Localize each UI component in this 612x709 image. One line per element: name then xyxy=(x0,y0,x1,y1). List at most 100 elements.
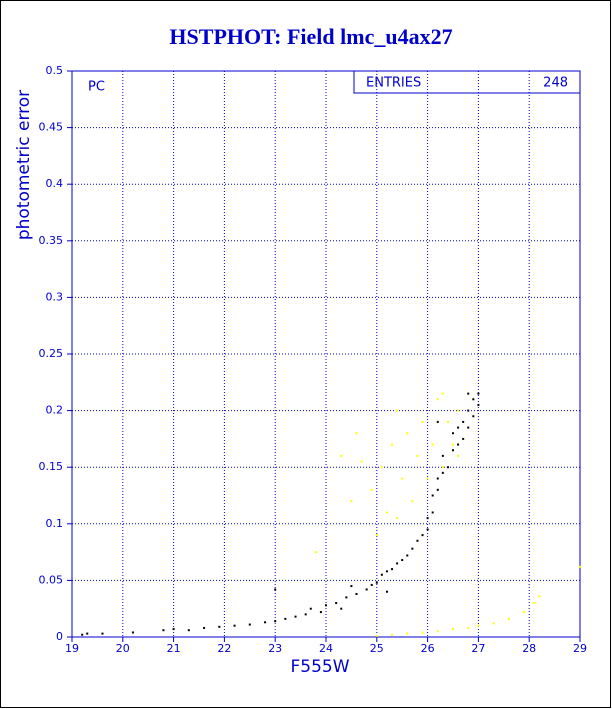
point xyxy=(462,437,465,440)
point xyxy=(441,466,444,469)
x-tick-label: 23 xyxy=(268,642,282,655)
point xyxy=(370,583,373,586)
point xyxy=(477,624,480,627)
point xyxy=(467,426,470,429)
point xyxy=(365,588,368,591)
point xyxy=(421,420,424,423)
x-tick-label: 24 xyxy=(319,642,333,655)
point xyxy=(462,420,465,423)
point xyxy=(431,494,434,497)
point xyxy=(467,626,470,629)
point xyxy=(457,443,460,446)
point xyxy=(406,554,409,557)
x-tick-label: 19 xyxy=(65,642,79,655)
point xyxy=(355,432,358,435)
point xyxy=(452,628,454,631)
point xyxy=(391,443,394,446)
point xyxy=(233,624,236,627)
point xyxy=(467,392,470,395)
point xyxy=(467,409,470,412)
y-tick-label: 0 xyxy=(56,630,63,643)
point xyxy=(304,613,307,616)
point xyxy=(436,398,439,401)
point xyxy=(385,511,388,514)
point xyxy=(452,432,454,435)
y-tick-label: 0.2 xyxy=(46,404,64,417)
point xyxy=(274,588,277,591)
x-axis-label: F555W xyxy=(290,657,349,677)
point xyxy=(477,403,480,406)
point xyxy=(391,633,394,636)
point xyxy=(452,443,454,446)
point xyxy=(436,630,439,633)
y-tick-label: 0.15 xyxy=(39,460,64,473)
point xyxy=(421,534,424,537)
point xyxy=(401,477,404,480)
point xyxy=(131,631,134,634)
y-tick-label: 0.25 xyxy=(39,347,64,360)
point xyxy=(446,466,449,469)
legend-value: 248 xyxy=(543,76,568,91)
point xyxy=(319,611,322,614)
point xyxy=(187,629,190,632)
x-tick-label: 22 xyxy=(217,642,231,655)
point xyxy=(375,534,378,537)
point xyxy=(162,629,165,632)
point xyxy=(406,432,409,435)
point xyxy=(375,581,378,584)
point xyxy=(396,517,399,520)
point xyxy=(436,488,439,491)
point xyxy=(264,621,267,624)
point xyxy=(446,420,449,423)
x-tick-label: 27 xyxy=(471,642,485,655)
legend-label: ENTRIES xyxy=(366,76,421,91)
y-tick-label: 0.1 xyxy=(46,517,64,530)
x-tick-label: 29 xyxy=(573,642,587,655)
point xyxy=(274,620,277,623)
y-tick-label: 0.05 xyxy=(39,573,64,586)
point xyxy=(426,528,429,531)
point xyxy=(380,466,383,469)
x-tick-label: 25 xyxy=(370,642,384,655)
point xyxy=(492,622,495,625)
point xyxy=(350,500,353,503)
y-axis-label: photometric error xyxy=(14,90,34,240)
point xyxy=(248,623,251,626)
point xyxy=(411,500,414,503)
point xyxy=(391,568,394,571)
point xyxy=(533,602,536,605)
point xyxy=(441,454,444,457)
point xyxy=(385,590,388,593)
chart-title: HSTPHOT: Field lmc_u4ax27 xyxy=(169,24,452,49)
point xyxy=(426,477,429,480)
point xyxy=(284,617,287,620)
y-tick-label: 0.35 xyxy=(39,234,64,247)
point xyxy=(360,460,363,463)
point xyxy=(416,454,419,457)
point xyxy=(345,596,348,599)
point xyxy=(218,625,221,628)
point xyxy=(340,454,343,457)
point xyxy=(436,477,439,480)
point xyxy=(396,562,399,565)
point xyxy=(579,565,581,568)
point xyxy=(538,595,541,598)
plot-frame xyxy=(71,70,581,638)
point xyxy=(441,392,444,395)
point xyxy=(472,415,475,418)
point xyxy=(477,392,480,395)
point xyxy=(380,573,383,576)
point xyxy=(457,409,460,412)
x-tick-label: 26 xyxy=(421,642,435,655)
point xyxy=(411,547,414,550)
point xyxy=(431,443,434,446)
x-tick-label: 21 xyxy=(167,642,181,655)
point xyxy=(457,454,460,457)
point xyxy=(472,398,475,401)
point xyxy=(314,551,317,554)
point xyxy=(203,626,206,629)
point xyxy=(401,559,404,562)
point xyxy=(385,570,388,573)
point xyxy=(426,517,429,520)
